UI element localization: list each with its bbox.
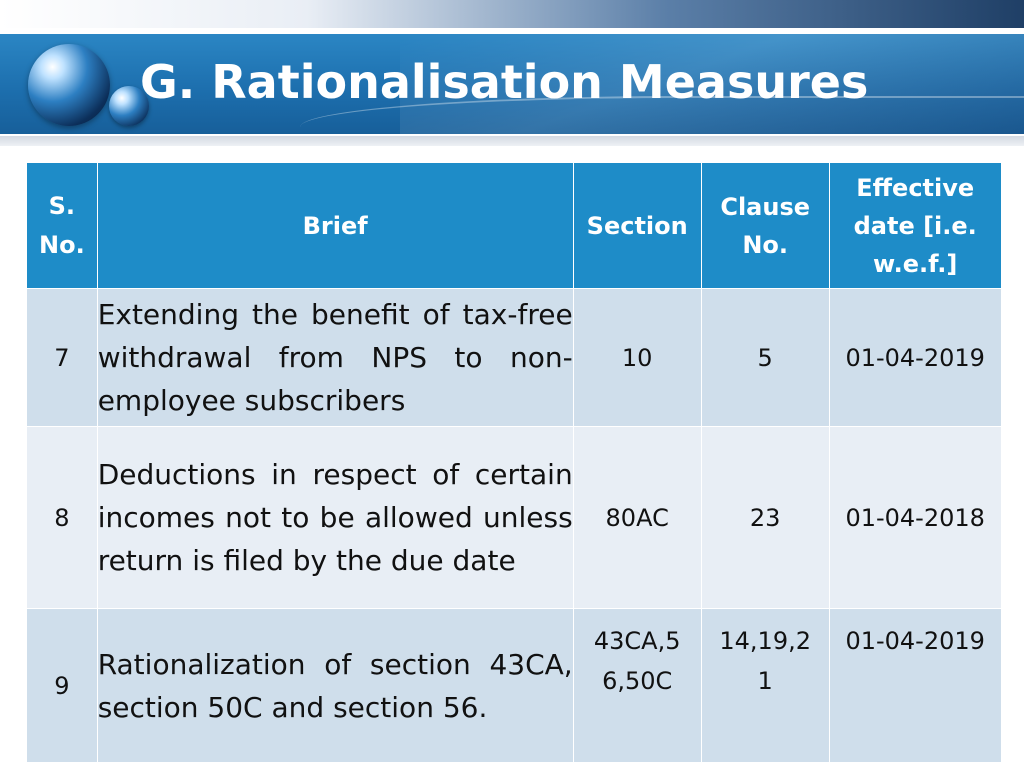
cell-brief: Rationalization of section 43CA, section… bbox=[96, 608, 574, 763]
cell-section: 43CA,56,50C bbox=[572, 608, 702, 763]
slide-title: G. Rationalisation Measures bbox=[140, 55, 869, 109]
header-brief: Brief bbox=[96, 162, 574, 289]
cell-effective-date: 01-04-2019 bbox=[828, 288, 1002, 427]
cell-brief: Deductions in respect of certain incomes… bbox=[96, 426, 574, 609]
table-row: 9 Rationalization of section 43CA, secti… bbox=[26, 608, 1002, 763]
header-effective-date: Effective date [i.e. w.e.f.] bbox=[828, 162, 1002, 289]
cell-section: 80AC bbox=[572, 426, 702, 609]
measures-table: S. No. Brief Section Clause No. Effectiv… bbox=[26, 162, 1002, 763]
banner-swoosh bbox=[300, 96, 1024, 134]
cell-effective-date: 01-04-2019 bbox=[828, 608, 1002, 763]
cell-clause: 14,19,21 bbox=[700, 608, 830, 763]
globe-orb-icon bbox=[28, 44, 110, 126]
small-globe-orb-icon bbox=[109, 86, 149, 126]
cell-clause: 5 bbox=[700, 288, 830, 427]
header-section: Section bbox=[572, 162, 702, 289]
cell-sno: 7 bbox=[26, 288, 98, 427]
table-row: 7 Extending the benefit of tax-free with… bbox=[26, 288, 1002, 427]
header-row: S. No. Brief Section Clause No. Effectiv… bbox=[26, 162, 1002, 289]
top-decor-bar bbox=[0, 0, 1024, 28]
title-banner bbox=[0, 34, 1024, 134]
cell-section: 10 bbox=[572, 288, 702, 427]
cell-sno: 8 bbox=[26, 426, 98, 609]
header-sno: S. No. bbox=[26, 162, 98, 289]
cell-clause: 23 bbox=[700, 426, 830, 609]
cell-brief: Extending the benefit of tax-free withdr… bbox=[96, 288, 574, 427]
cell-effective-date: 01-04-2018 bbox=[828, 426, 1002, 609]
table-row: 8 Deductions in respect of certain incom… bbox=[26, 426, 1002, 609]
banner-underbar bbox=[0, 136, 1024, 146]
header-clause: Clause No. bbox=[700, 162, 830, 289]
cell-sno: 9 bbox=[26, 608, 98, 763]
